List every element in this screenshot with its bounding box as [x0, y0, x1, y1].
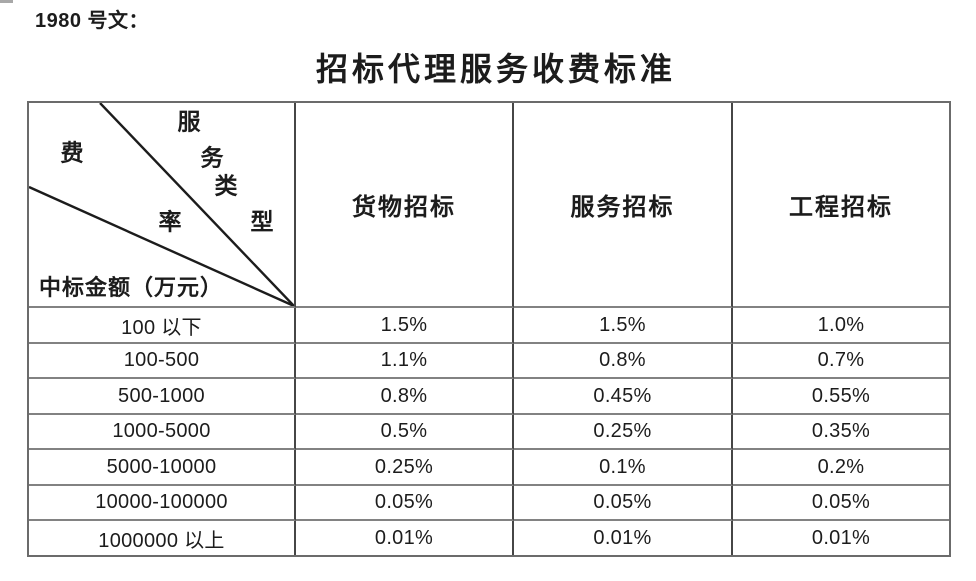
- fee-value-cell: 0.01%: [514, 521, 733, 555]
- column-header-service-bidding: 服务招标: [514, 103, 733, 308]
- fee-value-cell: 0.25%: [296, 450, 514, 486]
- column-header-goods-bidding: 货物招标: [296, 103, 514, 308]
- fee-value-cell: 0.1%: [514, 450, 733, 486]
- corner-service-type-char: 务: [200, 145, 224, 171]
- row-label-cell: 1000000 以上: [29, 521, 296, 555]
- fee-value-cell: 0.5%: [296, 415, 514, 450]
- fee-value-cell: 1.0%: [733, 308, 949, 344]
- fee-value-cell: 0.7%: [733, 344, 949, 379]
- fee-value-cell: 0.05%: [733, 486, 949, 521]
- corner-amount-label: 中标金额（万元）: [39, 275, 224, 300]
- fee-value-cell: 0.01%: [296, 521, 514, 555]
- corner-service-type-char: 类: [214, 173, 238, 199]
- fee-value-cell: 0.35%: [733, 415, 949, 450]
- doc-number: 1980 号文：: [35, 10, 150, 32]
- column-header-works-bidding: 工程招标: [733, 103, 949, 308]
- fee-value-cell: 0.8%: [514, 344, 733, 379]
- fee-value-cell: 0.05%: [296, 486, 514, 521]
- row-label-cell: 5000-10000: [29, 450, 296, 486]
- row-label-cell: 100-500: [29, 344, 296, 379]
- fee-value-cell: 0.8%: [296, 379, 514, 415]
- page-title: 招标代理服务收费标准: [315, 51, 676, 87]
- fee-table: 服 务 类 型 费 率 中标金额（万元） 货物招标 服务招标 工程招标 100 …: [27, 101, 951, 557]
- row-label-cell: 10000-100000: [29, 486, 296, 521]
- row-label-cell: 500-1000: [29, 379, 296, 415]
- fee-value-cell: 0.05%: [514, 486, 733, 521]
- corner-service-type-char: 服: [177, 109, 201, 135]
- table-corner-cell: 服 务 类 型 费 率 中标金额（万元）: [29, 103, 296, 308]
- fee-value-cell: 1.5%: [296, 308, 514, 344]
- fee-value-cell: 1.5%: [514, 308, 733, 344]
- fee-value-cell: 0.55%: [733, 379, 949, 415]
- row-label-cell: 1000-5000: [29, 415, 296, 450]
- corner-fee-rate-char: 率: [158, 209, 182, 235]
- fee-value-cell: 0.2%: [733, 450, 949, 486]
- corner-diagonal-lines: [29, 103, 294, 306]
- corner-fee-rate-char: 费: [60, 140, 84, 166]
- fee-value-cell: 0.45%: [514, 379, 733, 415]
- fee-value-cell: 0.01%: [811, 526, 871, 549]
- fee-value-cell: 0.25%: [514, 415, 733, 450]
- corner-service-type-char: 型: [250, 209, 274, 235]
- page-edge-artifact: [0, 0, 13, 3]
- fee-value-cell: 1.1%: [296, 344, 514, 379]
- row-label-cell: 100 以下: [29, 308, 296, 344]
